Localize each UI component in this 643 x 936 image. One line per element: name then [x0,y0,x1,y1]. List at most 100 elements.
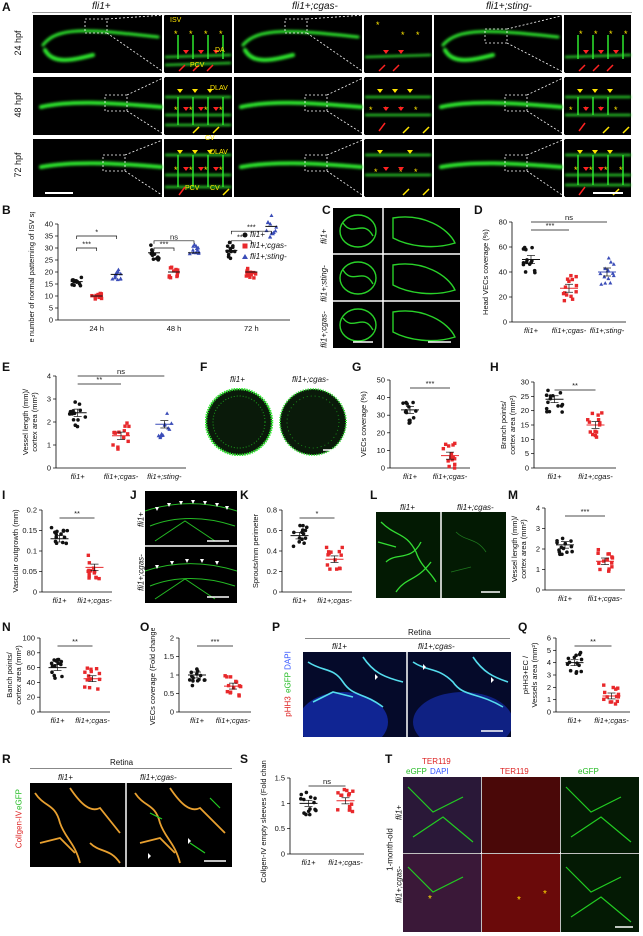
data-point [452,466,457,470]
data-point [114,270,119,274]
panel-letter-s: S [240,752,249,766]
panel-a-col-rule [32,12,632,13]
data-point [325,563,330,567]
data-point [266,220,271,224]
data-point [60,674,64,679]
svg-text:*: * [189,105,193,115]
sig-bracket [230,230,272,235]
data-point [545,409,549,414]
y-axis-label: Collgen-IV empty sleeves (Fold change) [259,760,268,883]
data-point [327,551,331,556]
y-tick-label: 0 [281,850,285,859]
panel-a-col-2: fli1+;cgas- [292,1,338,12]
x-tick-label: fli1+;cgas- [77,596,112,605]
data-point [74,279,79,283]
data-point [195,678,200,683]
data-point [546,388,550,393]
panel-letter-a: A [2,0,11,14]
y-tick-label: 4 [47,372,51,381]
data-point [50,670,54,675]
y-tick-label: 3 [47,395,51,404]
panel-letter-k: K [240,488,249,502]
chart-s: 0 0.5 1 1.5 Collgen-IV empty sleeves (Fold c… [259,760,364,883]
data-point [313,807,317,812]
y-tick-label: 15 [521,421,529,430]
data-point [596,413,600,417]
y-axis-label: Sprouts/mm perimeter [251,513,260,588]
data-point [228,691,233,695]
data-point [115,277,120,282]
data-point [70,282,74,287]
panel-a-row-24: 24 hpf [13,30,23,56]
svg-text:*: * [604,165,608,175]
y-tick-label: 1 [536,565,540,574]
data-point [87,574,91,578]
data-point [586,418,590,422]
y-tick-label: 20 [377,428,385,437]
data-point [594,435,599,439]
chart-n: 0 20 40 60 80 100 Banch points/cortex area (mm… [5,634,110,726]
panel-t-images: * * * [403,777,639,932]
data-point [83,670,87,674]
data-point [337,549,342,554]
y-tick-label: 0 [525,464,529,473]
data-point [87,572,91,576]
data-point [307,812,312,817]
data-point [264,228,269,233]
y-tick-label: 80 [499,218,507,227]
data-point [568,668,573,673]
y-tick-label: 20 [45,268,53,277]
data-point [566,656,571,661]
inset-label-isv: ISV [170,17,182,24]
data-point [562,298,567,303]
y-tick-label: 25 [45,256,53,265]
data-point [560,402,565,407]
data-point [602,697,606,702]
sig-label: * [316,509,319,518]
data-point [54,541,59,546]
data-point [441,446,446,451]
inset-label-da: DA [215,47,225,54]
data-point [569,273,573,278]
panel-p-stain-1: pHH3 [283,696,293,717]
data-point [591,432,595,437]
panel-r-title: Retina [110,758,134,767]
data-point [337,566,342,570]
y-tick-label: 40 [377,393,385,402]
data-point [249,272,253,277]
panel-t-col-ter119-2: TER119 [500,767,529,776]
data-point [523,270,528,274]
y-tick-label: 0 [381,464,385,473]
data-point [65,528,70,533]
inset-label-pcv: PCV [190,62,205,69]
x-tick-label: fli1+;cgas- [433,472,468,481]
y-axis-label: Banch points/cortex area (mm²) [5,645,23,705]
y-tick-label: 0 [31,708,35,717]
data-point [446,444,451,448]
data-point [297,540,302,544]
y-tick-label: 3 [547,671,551,680]
y-axis-label: VECs coverage (Fold change) [148,628,157,725]
panel-p-title-rule [305,638,510,639]
panel-letter-h: H [490,360,499,374]
data-point [521,260,526,265]
svg-text:*: * [428,894,432,905]
data-point [253,272,258,276]
panel-a-images: **** *** **** **** **** **** **** *** **… [33,15,632,200]
data-point [350,809,355,814]
data-point [544,406,549,411]
data-point [569,544,574,549]
data-point [574,274,578,279]
y-axis-label: Vascular outgrowth (mm) [11,509,20,593]
y-tick-label: 1 [281,799,285,808]
data-point [303,528,308,533]
panel-letter-c: C [322,203,331,217]
y-tick-label: 0.6 [267,526,277,535]
data-point [565,550,569,554]
panel-t-col-ter119: TER119 [422,757,451,766]
data-point [452,457,457,461]
data-point [446,459,450,463]
sig-label: ns [117,368,125,376]
data-point [574,290,578,294]
data-point [83,685,87,689]
